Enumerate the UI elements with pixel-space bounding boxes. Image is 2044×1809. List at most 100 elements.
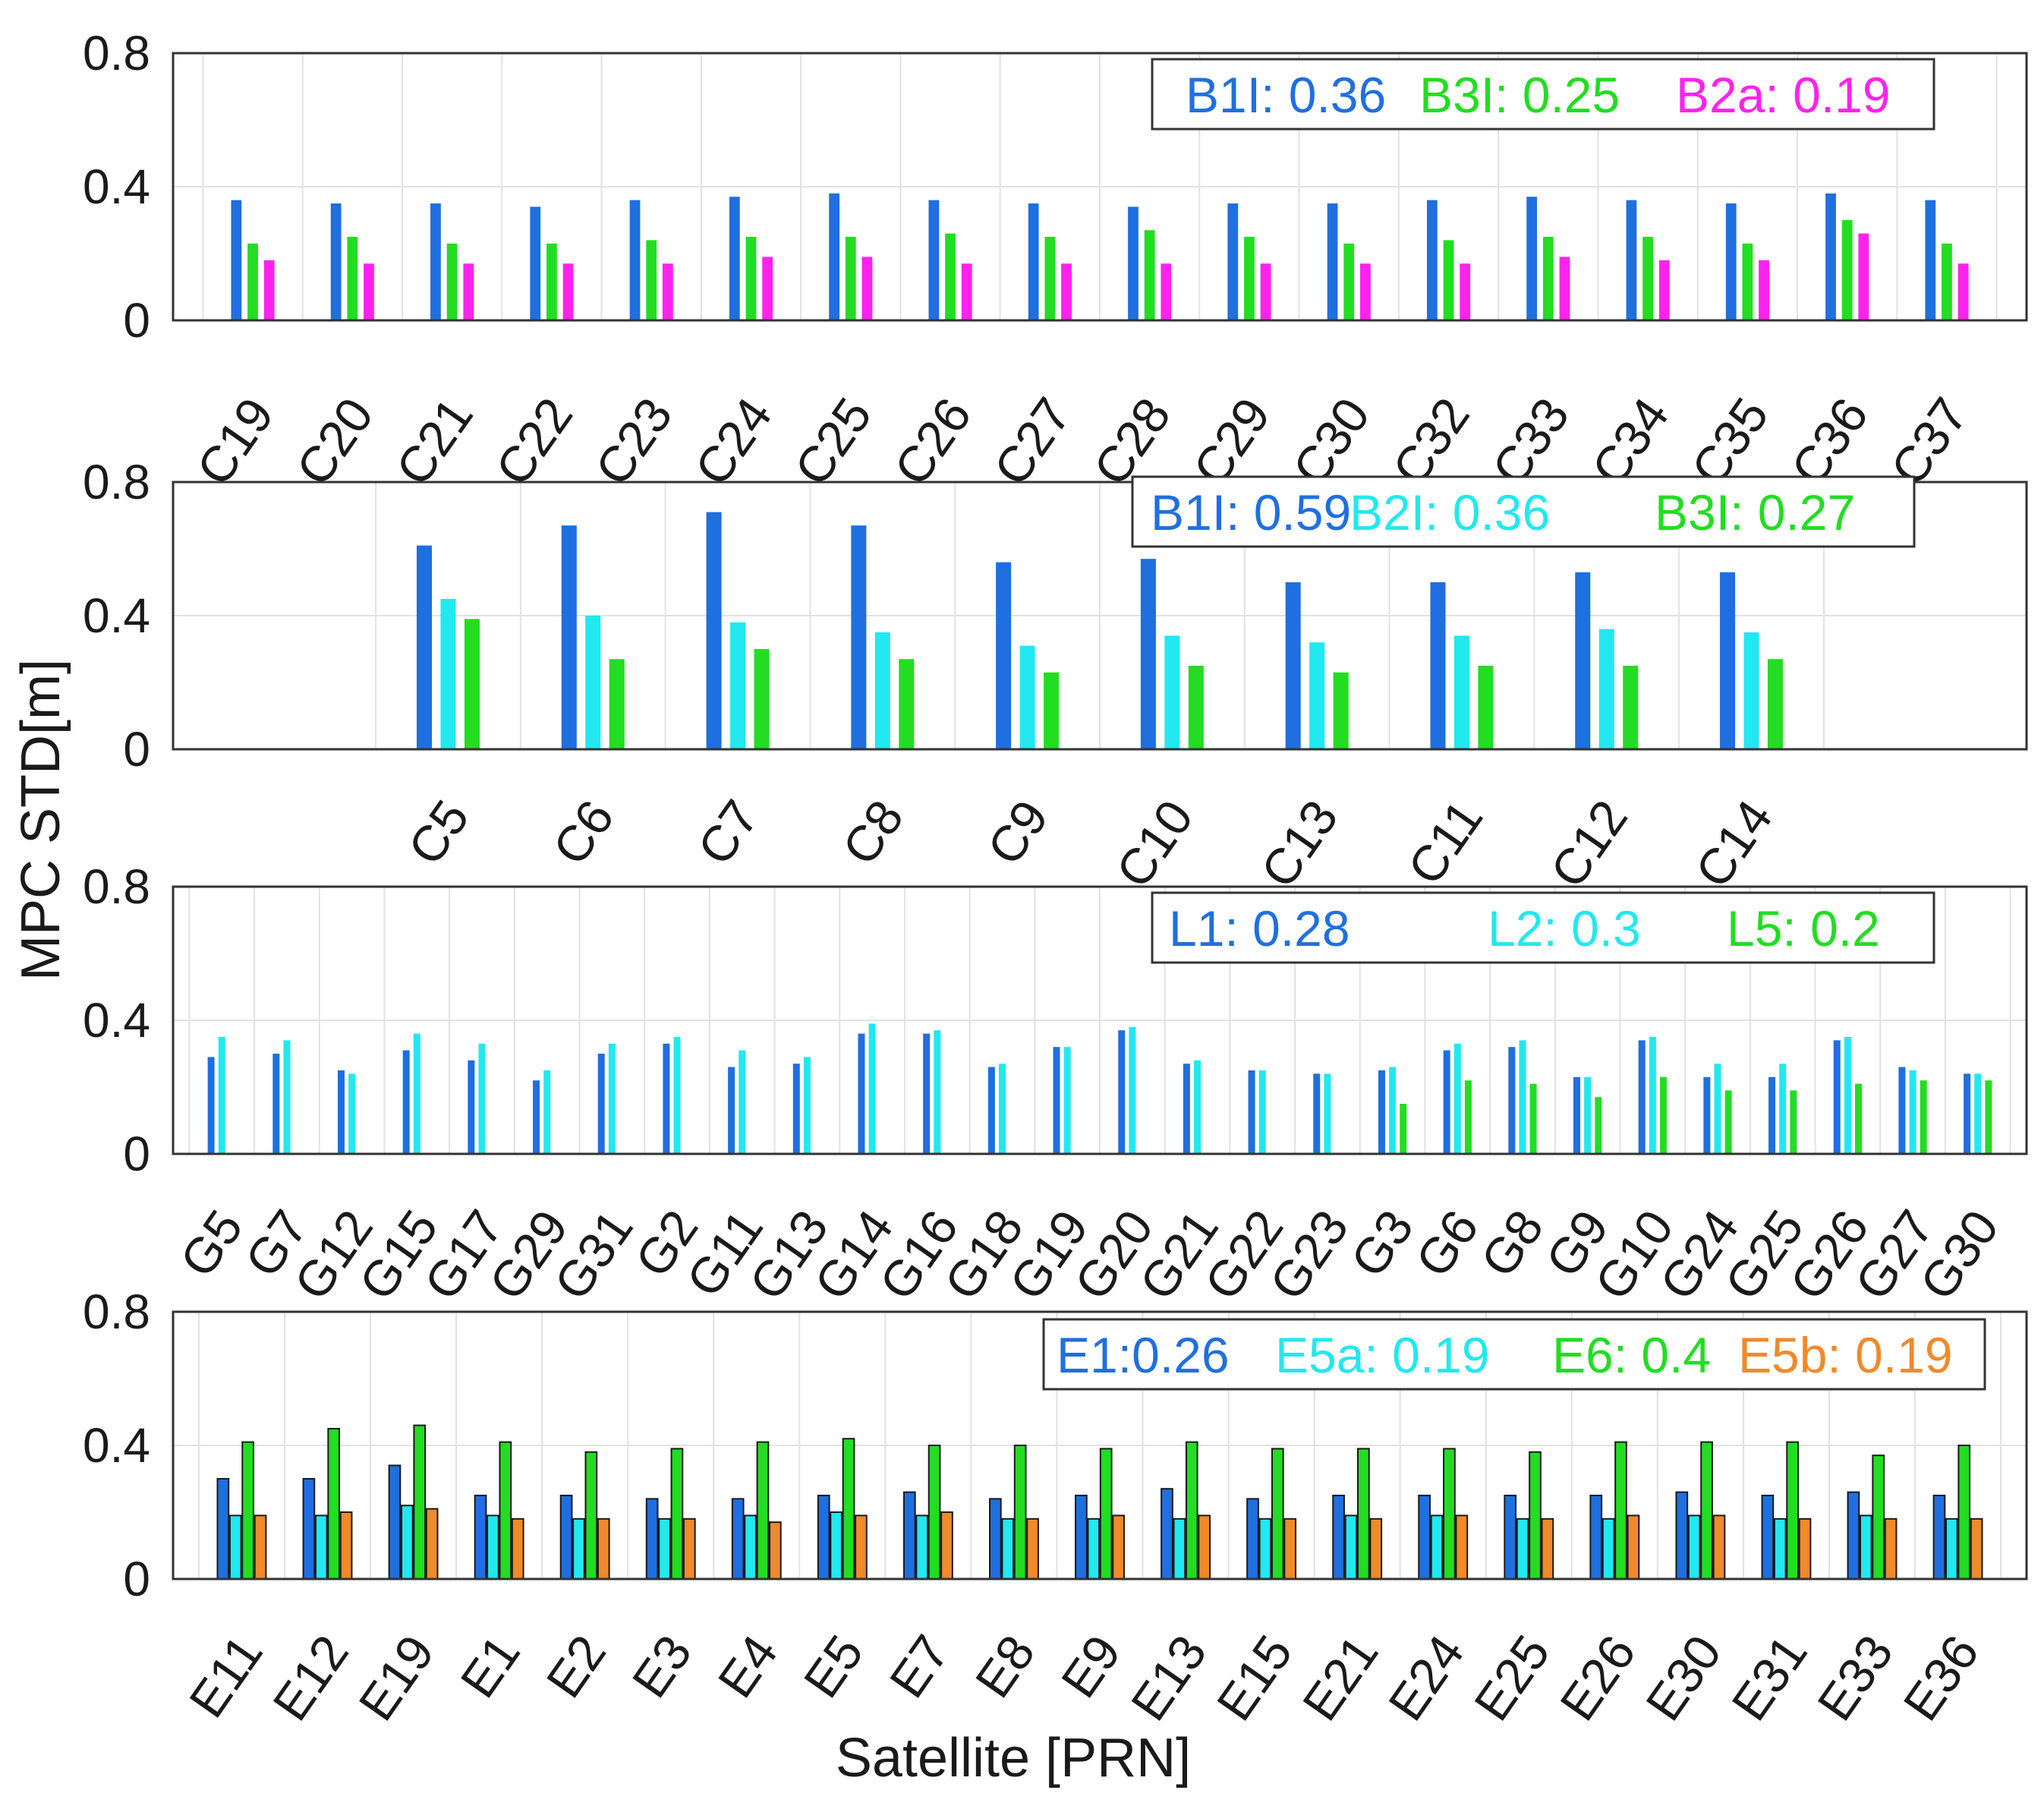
bar-E5b-E13: [1198, 1514, 1211, 1581]
bar-B1I-C27: [1028, 203, 1039, 320]
bar-B3I-C5: [464, 619, 480, 749]
bar-B3I-C27: [1044, 237, 1056, 320]
bar-E5b-E19: [425, 1508, 439, 1580]
bar-B3I-C13: [1333, 672, 1349, 749]
bar-L1-G6: [1443, 1050, 1450, 1154]
x-tick-label: E15: [1206, 1625, 1303, 1731]
bar-E5b-E12: [339, 1511, 353, 1580]
bar-B1I-C29: [1227, 203, 1239, 320]
bar-L1-G22: [1248, 1070, 1255, 1154]
x-tick-label: C6: [542, 790, 625, 875]
bar-L1-G11: [728, 1067, 735, 1154]
bar-L1-G25: [1768, 1076, 1776, 1154]
legend-entry-L2: L2: 0.3: [1488, 900, 1641, 957]
bar-L2-G9: [1584, 1076, 1592, 1154]
bar-E5b-E5: [855, 1514, 868, 1581]
bar-L1-G30: [1964, 1073, 1971, 1154]
bar-B1I-C13: [1285, 582, 1301, 749]
x-tick-label: E11: [178, 1625, 273, 1728]
bar-E5a-E8: [1001, 1517, 1015, 1581]
bar-E6-E26: [1614, 1441, 1627, 1580]
legend-entry-E5b: E5b: 0.19: [1738, 1327, 1953, 1383]
x-tick-label: G3: [1340, 1200, 1424, 1287]
bar-E5a-E26: [1602, 1517, 1615, 1581]
legend-entry-L5: L5: 0.2: [1727, 900, 1880, 957]
bar-E5a-E36: [1945, 1517, 1958, 1581]
bar-L2-G18: [998, 1064, 1006, 1154]
bar-B3I-C24: [745, 237, 757, 320]
bar-L1-G16: [923, 1033, 931, 1154]
bar-L5-G6: [1464, 1080, 1472, 1154]
bar-E1-E24: [1418, 1495, 1431, 1580]
bar-B3I-C33: [1542, 237, 1554, 320]
bar-L1-G23: [1313, 1073, 1321, 1154]
bar-B2a-C23: [662, 263, 673, 320]
bar-L2-G6: [1453, 1043, 1461, 1154]
bar-E1-E21: [1332, 1495, 1345, 1580]
bar-B2a-C33: [1559, 257, 1570, 320]
bar-L2-G15: [413, 1033, 420, 1154]
bar-E1-E2: [559, 1495, 573, 1580]
x-tick-label: C26: [883, 388, 981, 496]
bar-E1-E4: [731, 1498, 745, 1581]
bar-B3I-C28: [1144, 230, 1155, 320]
bar-B2I-C5: [440, 599, 456, 749]
bar-B3I-C30: [1343, 243, 1355, 320]
x-tick-label: E33: [1806, 1625, 1904, 1731]
bar-B3I-C12: [1623, 666, 1639, 749]
bar-E6-E31: [1786, 1441, 1799, 1580]
y-tick-label: 0: [123, 293, 150, 348]
legend-entry-E5a: E5a: 0.19: [1275, 1327, 1490, 1383]
x-tick-label: E36: [1892, 1625, 1989, 1731]
bar-B1I-C36: [1825, 193, 1836, 320]
bar-B1I-C6: [561, 525, 577, 749]
bar-L1-G21: [1183, 1064, 1190, 1154]
bar-L2-G22: [1258, 1070, 1266, 1154]
x-tick-label: E3: [621, 1625, 702, 1708]
bar-B3I-C37: [1942, 243, 1952, 320]
bar-B2a-C25: [861, 257, 873, 320]
bar-L1-G7: [272, 1054, 280, 1154]
legend-box: [1042, 1318, 1986, 1391]
bar-B1I-C28: [1128, 206, 1139, 320]
bar-B3I-C32: [1443, 240, 1454, 320]
bar-B1I-C26: [928, 200, 940, 320]
bar-E6-E21: [1357, 1448, 1370, 1581]
bar-E5a-E1: [487, 1514, 499, 1581]
bar-B2a-C21: [463, 263, 474, 320]
bar-E5b-E1: [511, 1517, 524, 1581]
bar-L1-G20: [1118, 1030, 1126, 1154]
bar-B2a-C27: [1061, 263, 1072, 320]
bar-L5-G30: [1985, 1080, 1992, 1154]
bar-B2I-C10: [1164, 635, 1180, 749]
bar-L2-G29: [543, 1070, 551, 1154]
bar-B1I-C5: [416, 545, 433, 749]
x-tick-label: C19: [185, 388, 284, 496]
bar-L2-G10: [1649, 1037, 1656, 1154]
x-tick-label: E24: [1378, 1625, 1475, 1731]
bar-B2a-C32: [1460, 263, 1471, 320]
legend-entry-E1: E1:0.26: [1057, 1327, 1230, 1383]
x-tick-label: C8: [831, 790, 914, 875]
bar-L1-G31: [597, 1054, 605, 1154]
bar-E6-E13: [1185, 1441, 1198, 1580]
bar-B2I-C11: [1453, 635, 1469, 749]
bar-E5b-E24: [1455, 1514, 1469, 1581]
legend-entry-B3I: B3I: 0.27: [1655, 484, 1855, 540]
bar-B1I-C35: [1725, 203, 1737, 320]
y-tick-label: 0.4: [83, 588, 150, 643]
x-tick-label: G8: [1469, 1200, 1554, 1287]
bar-E6-E36: [1957, 1445, 1971, 1580]
bar-L2-G19: [1063, 1047, 1071, 1154]
y-tick-label: 0.8: [83, 859, 150, 914]
bar-B2a-C34: [1658, 260, 1670, 320]
x-tick-label: E26: [1549, 1625, 1646, 1731]
bar-B2I-C13: [1309, 642, 1325, 749]
bar-L2-G13: [803, 1057, 811, 1154]
bar-L1-G8: [1508, 1047, 1516, 1154]
bar-E5a-E9: [1087, 1517, 1101, 1581]
bar-E5a-E7: [915, 1514, 929, 1581]
bar-B2a-C22: [562, 263, 574, 320]
bar-L2-G11: [739, 1050, 746, 1154]
